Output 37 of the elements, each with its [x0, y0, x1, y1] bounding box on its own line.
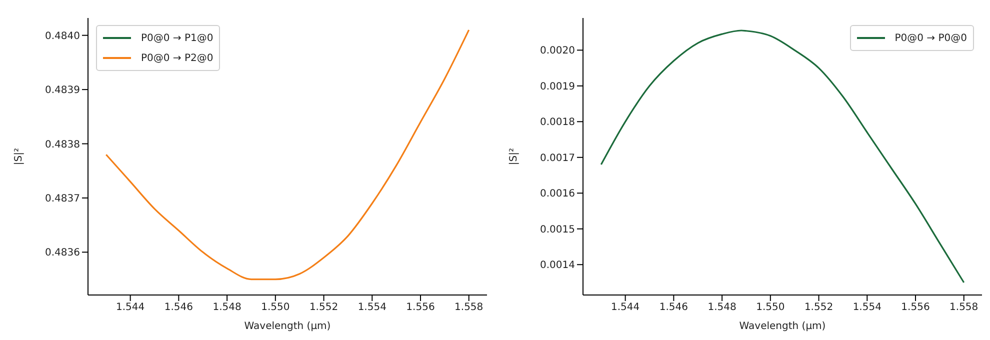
y-tick-label: 0.0017 — [540, 152, 575, 164]
y-tick-label: 0.0014 — [540, 260, 575, 272]
y-tick-label: 0.0015 — [540, 224, 575, 236]
legend-label: P0@0 → P0@0 — [894, 32, 967, 44]
y-tick-label: 0.4840 — [45, 30, 80, 42]
y-tick-label: 0.0019 — [540, 81, 575, 92]
y-tick-label: 0.4839 — [45, 85, 80, 96]
line-series — [105, 29, 470, 280]
x-tick-label: 1.558 — [950, 302, 978, 314]
x-tick-label: 1.544 — [116, 302, 145, 314]
y-tick-label: 0.4837 — [45, 194, 80, 205]
x-tick-label: 1.546 — [164, 302, 193, 314]
x-tick-label: 1.556 — [406, 302, 435, 314]
y-axis-title: |S|² — [508, 148, 520, 166]
x-tick-label: 1.544 — [611, 302, 640, 314]
y-tick-label: 0.4838 — [45, 139, 80, 150]
x-tick-label: 1.558 — [454, 302, 484, 314]
x-tick-label: 1.552 — [804, 302, 834, 314]
legend-label: P0@0 → P1@0 — [141, 32, 214, 44]
y-tick-label: 0.0018 — [540, 117, 575, 128]
line-series — [600, 30, 965, 284]
x-axis-title: Wavelength (µm) — [739, 321, 826, 332]
x-tick-label: 1.550 — [261, 302, 290, 314]
y-tick-label: 0.0020 — [540, 46, 575, 57]
legend-label: P0@0 → P2@0 — [141, 52, 214, 64]
x-tick-label: 1.548 — [708, 302, 736, 314]
y-tick-label: 0.0016 — [540, 188, 575, 200]
x-tick-label: 1.556 — [901, 302, 930, 314]
x-tick-label: 1.554 — [852, 302, 882, 314]
x-tick-label: 1.552 — [309, 302, 338, 314]
x-axis-title: Wavelength (µm) — [244, 321, 331, 332]
x-tick-label: 1.546 — [659, 302, 688, 314]
x-tick-label: 1.554 — [358, 302, 386, 314]
x-tick-label: 1.550 — [756, 302, 785, 314]
y-tick-label: 0.4836 — [45, 248, 80, 259]
y-axis-title: |S|² — [14, 148, 25, 166]
x-tick-label: 1.548 — [212, 302, 242, 314]
